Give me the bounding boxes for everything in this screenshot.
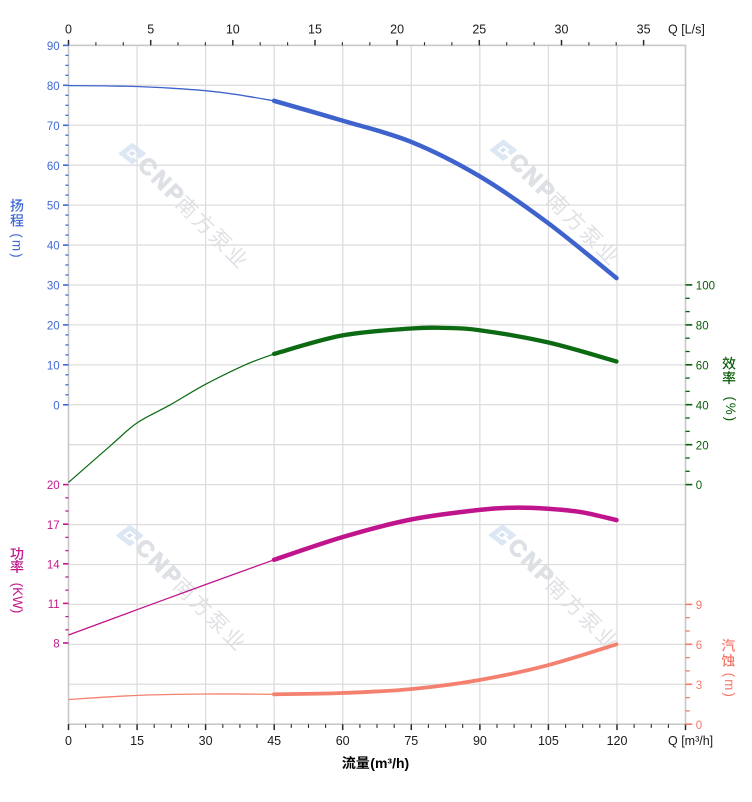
svg-text:8: 8 (53, 639, 59, 651)
svg-text:9: 9 (696, 600, 702, 612)
svg-text:0: 0 (53, 400, 59, 412)
svg-text:20: 20 (390, 22, 404, 36)
svg-text:75: 75 (404, 734, 418, 748)
svg-text:40: 40 (696, 400, 709, 412)
svg-text:0: 0 (65, 22, 72, 36)
svg-text:11: 11 (48, 599, 60, 611)
svg-text:50: 50 (47, 201, 60, 213)
svg-text:15: 15 (308, 22, 322, 36)
svg-text:5: 5 (147, 22, 154, 36)
svg-text:35: 35 (637, 22, 651, 36)
svg-text:40: 40 (47, 241, 60, 253)
svg-text:(%): (%) (723, 397, 738, 423)
svg-text:0: 0 (696, 480, 702, 492)
svg-text:(KW): (KW) (10, 583, 25, 614)
svg-text:6: 6 (696, 640, 702, 652)
svg-text:10: 10 (47, 360, 60, 372)
svg-text:(m): (m) (10, 233, 25, 259)
svg-text:Q [L/s]: Q [L/s] (668, 22, 705, 36)
svg-text:30: 30 (555, 22, 569, 36)
svg-text:3: 3 (696, 680, 702, 692)
svg-text:0: 0 (696, 720, 702, 732)
svg-text:70: 70 (47, 121, 60, 133)
svg-text:20: 20 (696, 440, 709, 452)
svg-text:Q [m³/h]: Q [m³/h] (668, 734, 713, 748)
svg-text:90: 90 (473, 734, 487, 748)
svg-text:60: 60 (336, 734, 350, 748)
svg-text:10: 10 (226, 22, 240, 36)
svg-text:105: 105 (538, 734, 559, 748)
svg-text:25: 25 (472, 22, 486, 36)
svg-text:100: 100 (696, 281, 715, 293)
svg-text:20: 20 (47, 480, 60, 492)
svg-text:17: 17 (47, 520, 60, 532)
svg-text:30: 30 (47, 281, 60, 293)
svg-text:15: 15 (130, 734, 144, 748)
svg-text:(m³/h): (m³/h) (370, 755, 409, 771)
svg-text:14: 14 (47, 559, 60, 571)
svg-text:45: 45 (267, 734, 281, 748)
svg-text:120: 120 (607, 734, 628, 748)
svg-text:60: 60 (47, 161, 60, 173)
svg-text:80: 80 (47, 81, 60, 93)
svg-text:90: 90 (47, 41, 60, 53)
svg-text:80: 80 (696, 321, 709, 333)
svg-text:0: 0 (65, 734, 72, 748)
svg-text:20: 20 (47, 321, 60, 333)
svg-text:(m): (m) (722, 673, 737, 699)
svg-text:60: 60 (696, 360, 709, 372)
svg-text:30: 30 (199, 734, 213, 748)
